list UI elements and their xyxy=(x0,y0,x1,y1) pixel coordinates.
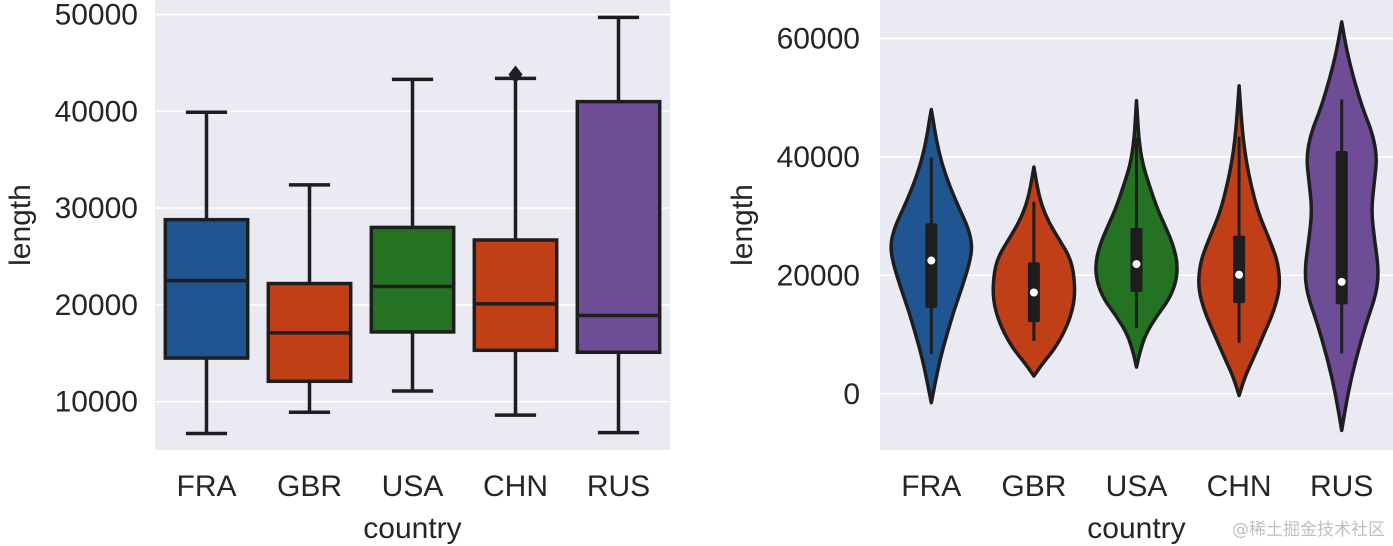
box-iqr xyxy=(163,217,250,360)
box-fra xyxy=(163,110,250,436)
x-axis-label: country xyxy=(363,512,461,545)
violin-median-dot xyxy=(1235,270,1244,279)
violin-fra xyxy=(889,107,974,405)
x-tick-label: RUS xyxy=(1310,470,1373,503)
y-axis-label: length xyxy=(726,184,759,266)
x-tick-label: USA xyxy=(1106,470,1168,503)
x-tick-label: GBR xyxy=(1001,470,1066,503)
y-tick-label: 20000 xyxy=(777,259,860,292)
y-tick-label: 30000 xyxy=(55,192,138,225)
violin-median-dot xyxy=(1029,288,1038,297)
x-tick-label: CHN xyxy=(1207,470,1272,503)
outlier-point xyxy=(508,65,523,84)
box-iqr xyxy=(472,238,559,353)
x-tick-label: USA xyxy=(382,470,444,503)
x-axis-label: country xyxy=(1087,512,1185,545)
box-iqr xyxy=(575,99,662,355)
violin-plot-panel: 0 20000 40000 60000 FRA GBR USA CHN RUS country le… xyxy=(726,0,1393,545)
violin-iqr-bar xyxy=(1130,227,1143,292)
box-rus xyxy=(575,15,662,435)
violin-median-dot xyxy=(927,256,936,265)
y-tick-label: 60000 xyxy=(777,22,860,55)
y-tick-label: 40000 xyxy=(777,141,860,174)
violin-iqr-bar xyxy=(1233,235,1246,304)
x-tick-label: FRA xyxy=(901,470,961,503)
y-tick-label: 40000 xyxy=(55,95,138,128)
violin-iqr-bar xyxy=(925,223,938,308)
violin-iqr-bar xyxy=(1335,150,1348,305)
violin-median-dot xyxy=(1337,277,1346,286)
x-tick-label: FRA xyxy=(177,470,237,503)
y-tick-label: 50000 xyxy=(55,0,138,32)
violin-gbr xyxy=(991,165,1077,378)
y-axis-label: length xyxy=(4,184,37,266)
y-tick-label: 20000 xyxy=(55,289,138,322)
y-tick-label: 0 xyxy=(843,378,860,411)
y-tick-label: 10000 xyxy=(55,386,138,419)
violin-usa xyxy=(1094,98,1179,369)
boxplot-panel: 10000 20000 30000 40000 50000 FRA GBR USA CHN RUS… xyxy=(4,0,670,545)
box-gbr xyxy=(266,183,353,415)
violin-chn xyxy=(1197,84,1282,398)
watermark-text: @稀土掘金技术社区 xyxy=(1232,520,1385,540)
violin-median-dot xyxy=(1132,260,1141,269)
x-tick-label: CHN xyxy=(483,470,548,503)
x-tick-label: GBR xyxy=(277,470,342,503)
violin-rus xyxy=(1303,20,1380,433)
box-iqr xyxy=(369,225,456,334)
box-usa xyxy=(369,77,456,393)
x-tick-label: RUS xyxy=(587,470,650,503)
box-chn xyxy=(472,65,559,417)
